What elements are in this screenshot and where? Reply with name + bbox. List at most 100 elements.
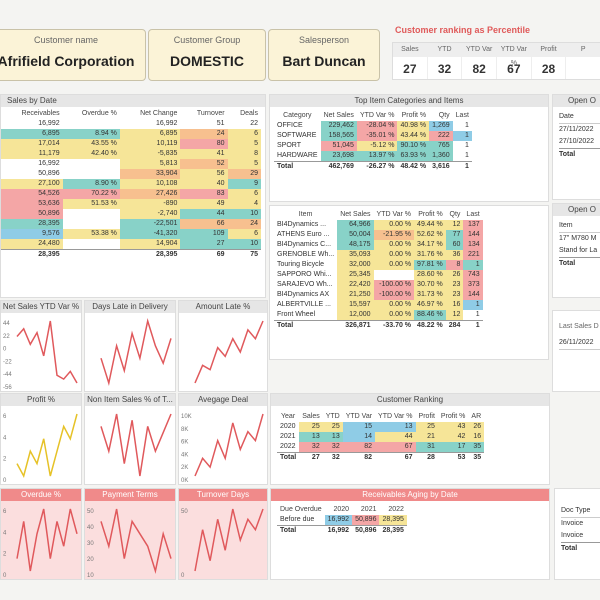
mini-chart-panel[interactable]: Overdue % 6 4 2 0 <box>0 488 82 580</box>
table-row[interactable]: 28,395 -22,501 66 24 <box>1 219 261 229</box>
open-items-row[interactable]: 17" M780 M <box>559 235 597 242</box>
table-cell: 15,597 <box>337 300 374 310</box>
customer-group-label: Customer Group <box>173 35 241 45</box>
mini-chart-panel[interactable]: Payment Terms 50 40 30 20 10 <box>84 488 176 580</box>
table-row[interactable]: SAPPORO Whi... 25,345 28.60 % 26 743 <box>274 270 483 280</box>
table-cell: 462,769 <box>320 161 357 172</box>
table-row[interactable]: 2022 32 32 82 67 31 17 35 <box>277 442 485 453</box>
mini-chart-panel[interactable]: Amount Late % <box>178 300 268 392</box>
top-categories-panel: Top Item Categories and Items Category Ne… <box>269 94 549 202</box>
mini-chart-panel[interactable]: Days Late in Delivery <box>84 300 176 392</box>
doc-type-row[interactable]: Invoice <box>561 532 584 539</box>
table-cell: 1 <box>475 311 480 318</box>
mini-chart-panel[interactable]: Turnover Days 50 0 <box>178 488 268 580</box>
mini-chart-title: Non Item Sales % of T... <box>85 394 175 406</box>
receivables-aging-title: Receivables Aging by Date <box>271 489 549 501</box>
table-cell <box>63 209 120 219</box>
table-cell: 51 <box>216 120 225 127</box>
table-cell: 28,395 <box>119 249 181 260</box>
column-header: AR <box>471 413 482 420</box>
table-cell: 25 <box>415 422 438 432</box>
table-row[interactable]: 2020 25 25 15 13 25 43 26 <box>277 422 485 432</box>
table-row[interactable]: Before due 16,992 50,896 28,395 <box>277 515 407 526</box>
table-row[interactable]: 50,896 -2,740 44 10 <box>1 209 261 219</box>
mini-chart-tick-label: 44 <box>3 321 10 327</box>
table-row[interactable]: 50,896 33,904 56 29 <box>1 169 261 179</box>
table-cell: 26 <box>468 422 485 432</box>
column-header: Year <box>281 413 296 420</box>
table-row[interactable]: HARDWARE 23,698 13.97 % 63.93 % 1,360 1 <box>274 151 472 162</box>
table-cell: 8 <box>445 260 464 270</box>
table-row[interactable]: GRENOBLE Wh... 35,093 0.00 % 31.76 % 36 221 <box>274 250 483 260</box>
open-orders-row[interactable]: 27/10/2022 <box>559 138 595 145</box>
column-header: 2021 <box>360 506 377 513</box>
mini-chart-title: Amount Late % <box>179 301 267 313</box>
table-row[interactable]: 11,179 42.40 % -5,835 41 8 <box>1 149 261 159</box>
mini-chart-tick-label: 4 <box>3 435 7 441</box>
table-cell: 31 <box>415 442 438 453</box>
mini-chart-panel[interactable]: Non Item Sales % of T... <box>84 393 176 485</box>
table-cell: 32 <box>299 442 323 453</box>
table-cell: 1 <box>452 131 472 141</box>
table-row[interactable]: SOFTWARE 158,565 -35.01 % 43.44 % 222 1 <box>274 131 472 141</box>
mini-chart-tick-label: 6K <box>181 440 188 446</box>
table-row[interactable]: BI4Dynamics C... 48,175 0.00 % 34.17 % 60 134 <box>274 240 483 250</box>
table-row[interactable]: 53,636 51.53 % -890 49 4 <box>1 199 261 209</box>
table-cell: 743 <box>463 270 483 280</box>
mini-chart-panel[interactable]: Net Sales YTD Var % 44 22 0 -22 -44 -56 <box>0 300 82 392</box>
table-row[interactable]: ATHENS Euro ... 50,004 -21.95 % 52.62 % 77 14… <box>274 230 483 240</box>
table-cell: 28,395 <box>1 249 63 260</box>
column-header: Last <box>455 112 469 119</box>
customer-name-card[interactable]: Customer name Afrifield Corporation <box>0 29 146 81</box>
table-cell: GRENOBLE Wh... <box>277 251 335 258</box>
table-cell: 0.00 % <box>373 310 415 321</box>
top-items-panel: Item Net Sales YTD Var % Profit % Qty Last BI4… <box>269 205 549 360</box>
table-cell: 16 <box>468 432 485 442</box>
table-row[interactable]: SARAJEVO Wh... 22,420 -100.00 % 30.70 % 23 37… <box>274 280 483 290</box>
mini-chart-tick-label: 2K <box>181 465 188 471</box>
mini-chart-panel[interactable]: Profit % 6 4 2 0 <box>0 393 82 485</box>
table-row[interactable]: BI4Dynamics ... 64,966 0.00 % 49.44 % 12 137 <box>274 220 483 230</box>
table-cell: 69 <box>180 249 228 260</box>
mini-chart-panel[interactable]: Avegage Deal 10K 8K 6K 4K 2K 0K <box>178 393 268 485</box>
table-row[interactable]: 6,895 8.94 % 6,895 24 6 <box>1 129 261 139</box>
table-row[interactable]: 54,526 70.22 % 27,426 83 6 <box>1 189 261 199</box>
table-row[interactable]: 9,576 53.38 % -41,320 109 6 <box>1 229 261 239</box>
table-row[interactable]: 16,992 5,813 52 5 <box>1 159 261 169</box>
column-header: Profit % <box>418 211 443 218</box>
open-orders-row[interactable]: 27/11/2022 <box>559 126 594 133</box>
open-orders-title: Open O <box>553 95 600 107</box>
table-cell: 21 <box>415 432 438 442</box>
sales-by-date-table: Receivables Overdue % Net Change Turnover De… <box>1 109 261 260</box>
table-row[interactable]: BI4Dynamics AX 21,250 -100.00 % 31.73 % 23 14… <box>274 290 483 300</box>
table-row[interactable]: ALBERTVILLE ... 15,597 0.00 % 46.97 % 16 1 <box>274 300 483 310</box>
table-row[interactable]: 2021 13 13 14 44 21 42 16 <box>277 432 485 442</box>
column-header: Receivables <box>21 110 60 117</box>
table-cell: 13 <box>322 432 343 442</box>
table-row[interactable]: Front Wheel 12,000 0.00 % 88.46 % 12 1 <box>274 310 483 321</box>
table-cell: 32,000 <box>337 260 374 270</box>
table-cell: 25 <box>322 422 343 432</box>
open-items-title: Open O <box>553 204 600 216</box>
table-row[interactable]: SPORT 51,045 -5.12 % 90.10 % 765 1 <box>274 141 472 151</box>
table-row[interactable]: 24,480 14,904 27 10 <box>1 239 261 250</box>
table-cell: 1 <box>463 320 483 331</box>
salesperson-card[interactable]: Salesperson Bart Duncan <box>268 29 380 81</box>
table-cell: 82 <box>342 442 376 453</box>
table-cell: -100.00 % <box>373 290 415 300</box>
doc-type-row[interactable]: Invoice <box>561 520 584 527</box>
table-cell: ATHENS Euro ... <box>277 231 330 238</box>
customer-group-card[interactable]: Customer Group DOMESTIC <box>148 29 266 81</box>
mini-chart-tick-label: 4K <box>181 452 188 458</box>
open-items-row[interactable]: Stand for La <box>559 247 598 254</box>
table-row[interactable]: 16,992 16,992 51 22 <box>1 119 261 129</box>
table-cell: 1 <box>464 152 469 159</box>
doc-type-total: Total <box>561 542 600 555</box>
mini-chart-line <box>194 413 264 477</box>
mini-chart-svg: 6 4 2 0 <box>3 508 78 579</box>
table-row[interactable]: 27,100 8.90 % 10,108 40 9 <box>1 179 261 189</box>
table-cell: 765 <box>429 141 453 151</box>
table-row[interactable]: OFFICE 229,462 -28.04 % 40.98 % 1,269 1 <box>274 121 472 131</box>
table-row[interactable]: Touring Bicycle 32,000 0.00 % 97.81 % 8 1 <box>274 260 483 270</box>
table-row[interactable]: 17,014 43.55 % 10,119 80 5 <box>1 139 261 149</box>
